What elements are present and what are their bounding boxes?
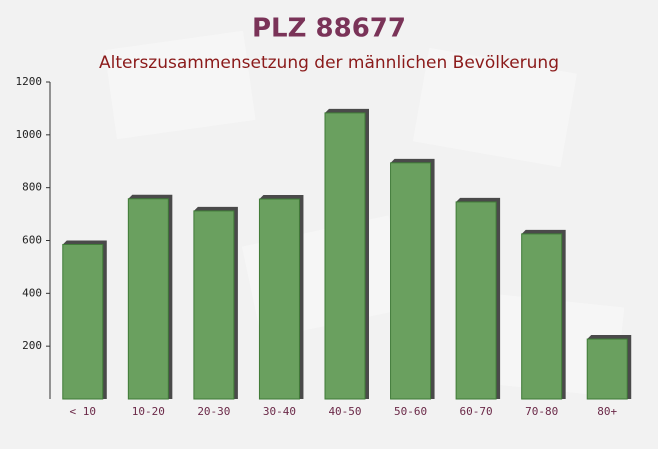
bar (455, 201, 497, 400)
x-tick-label: 60-70 (460, 405, 493, 418)
y-tick-label: 1200 (16, 75, 43, 88)
y-tick-label: 1000 (16, 128, 43, 141)
chart-subtitle: Alterszusammensetzung der männlichen Bev… (99, 53, 559, 73)
x-tick-label: 30-40 (263, 405, 296, 418)
x-tick-label: 10-20 (132, 405, 165, 418)
y-tick-label: 400 (22, 286, 42, 299)
bar (62, 243, 104, 400)
bar (193, 210, 235, 400)
bar (586, 338, 628, 400)
bar (324, 112, 366, 400)
x-tick-label: 70-80 (525, 405, 558, 418)
chart-title: PLZ 88677 (252, 14, 406, 44)
y-tick-label: 600 (22, 234, 42, 247)
bar (390, 162, 432, 400)
bar (258, 198, 300, 400)
y-tick-label: 800 (22, 181, 42, 194)
x-tick-label: 50-60 (394, 405, 427, 418)
x-tick-label: < 10 (70, 405, 97, 418)
x-tick-label: 20-30 (197, 405, 230, 418)
y-tick-label: 200 (22, 339, 42, 352)
bar (521, 233, 563, 400)
bar (127, 198, 169, 400)
x-tick-label: 80+ (597, 405, 617, 418)
x-tick-label: 40-50 (328, 405, 361, 418)
